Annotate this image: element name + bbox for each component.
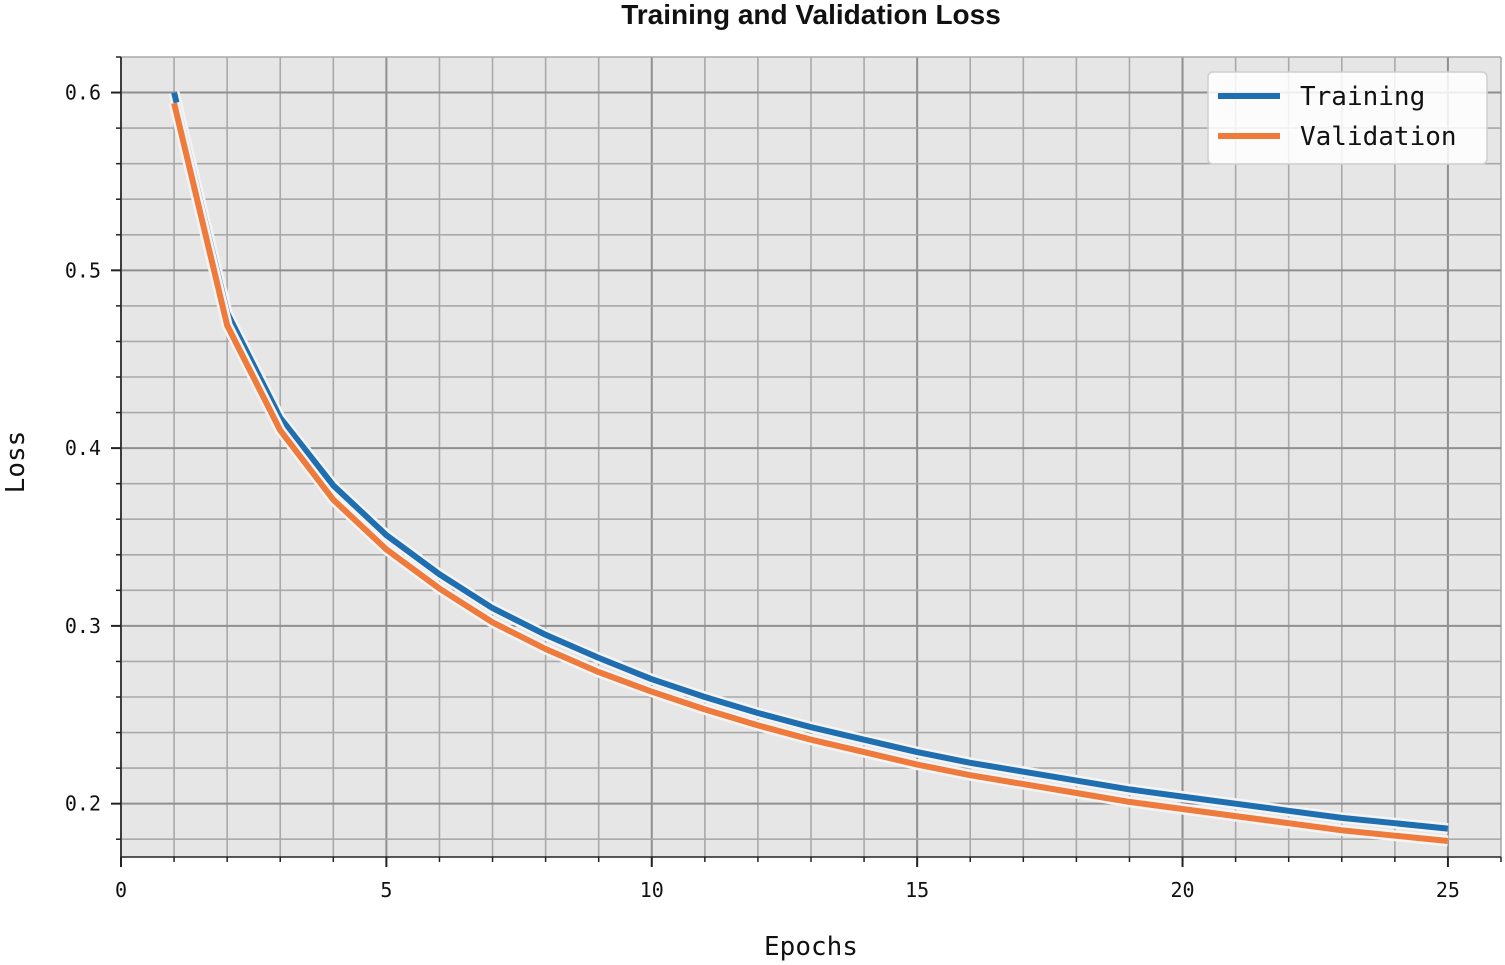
legend-label-training: Training	[1300, 82, 1425, 112]
y-tick-label: 0.6	[65, 81, 101, 105]
x-tick-label: 5	[380, 878, 392, 902]
x-tick-label: 25	[1436, 878, 1460, 902]
y-tick-label: 0.3	[65, 614, 101, 638]
x-tick-label: 0	[115, 878, 127, 902]
y-axis-label: Loss	[1, 431, 31, 494]
x-tick-label: 10	[640, 878, 664, 902]
chart-title: Training and Validation Loss	[621, 0, 1001, 30]
x-tick-label: 15	[905, 878, 929, 902]
legend: Training Validation	[1207, 71, 1488, 165]
y-tick-label: 0.4	[65, 436, 101, 460]
y-tick-label: 0.5	[65, 258, 101, 282]
legend-label-validation: Validation	[1300, 122, 1457, 152]
y-tick-label: 0.2	[65, 792, 101, 816]
grid	[120, 56, 1502, 857]
x-axis-label: Epochs	[764, 932, 858, 962]
series-line-validation	[171, 102, 1449, 844]
series-lines	[168, 91, 1449, 847]
series-line-training	[171, 91, 1449, 832]
x-tick-label: 20	[1170, 878, 1194, 902]
axes: 0 5 10 15 20 25 0.2 0.3 0.4 0.5 0.6	[65, 56, 1502, 902]
